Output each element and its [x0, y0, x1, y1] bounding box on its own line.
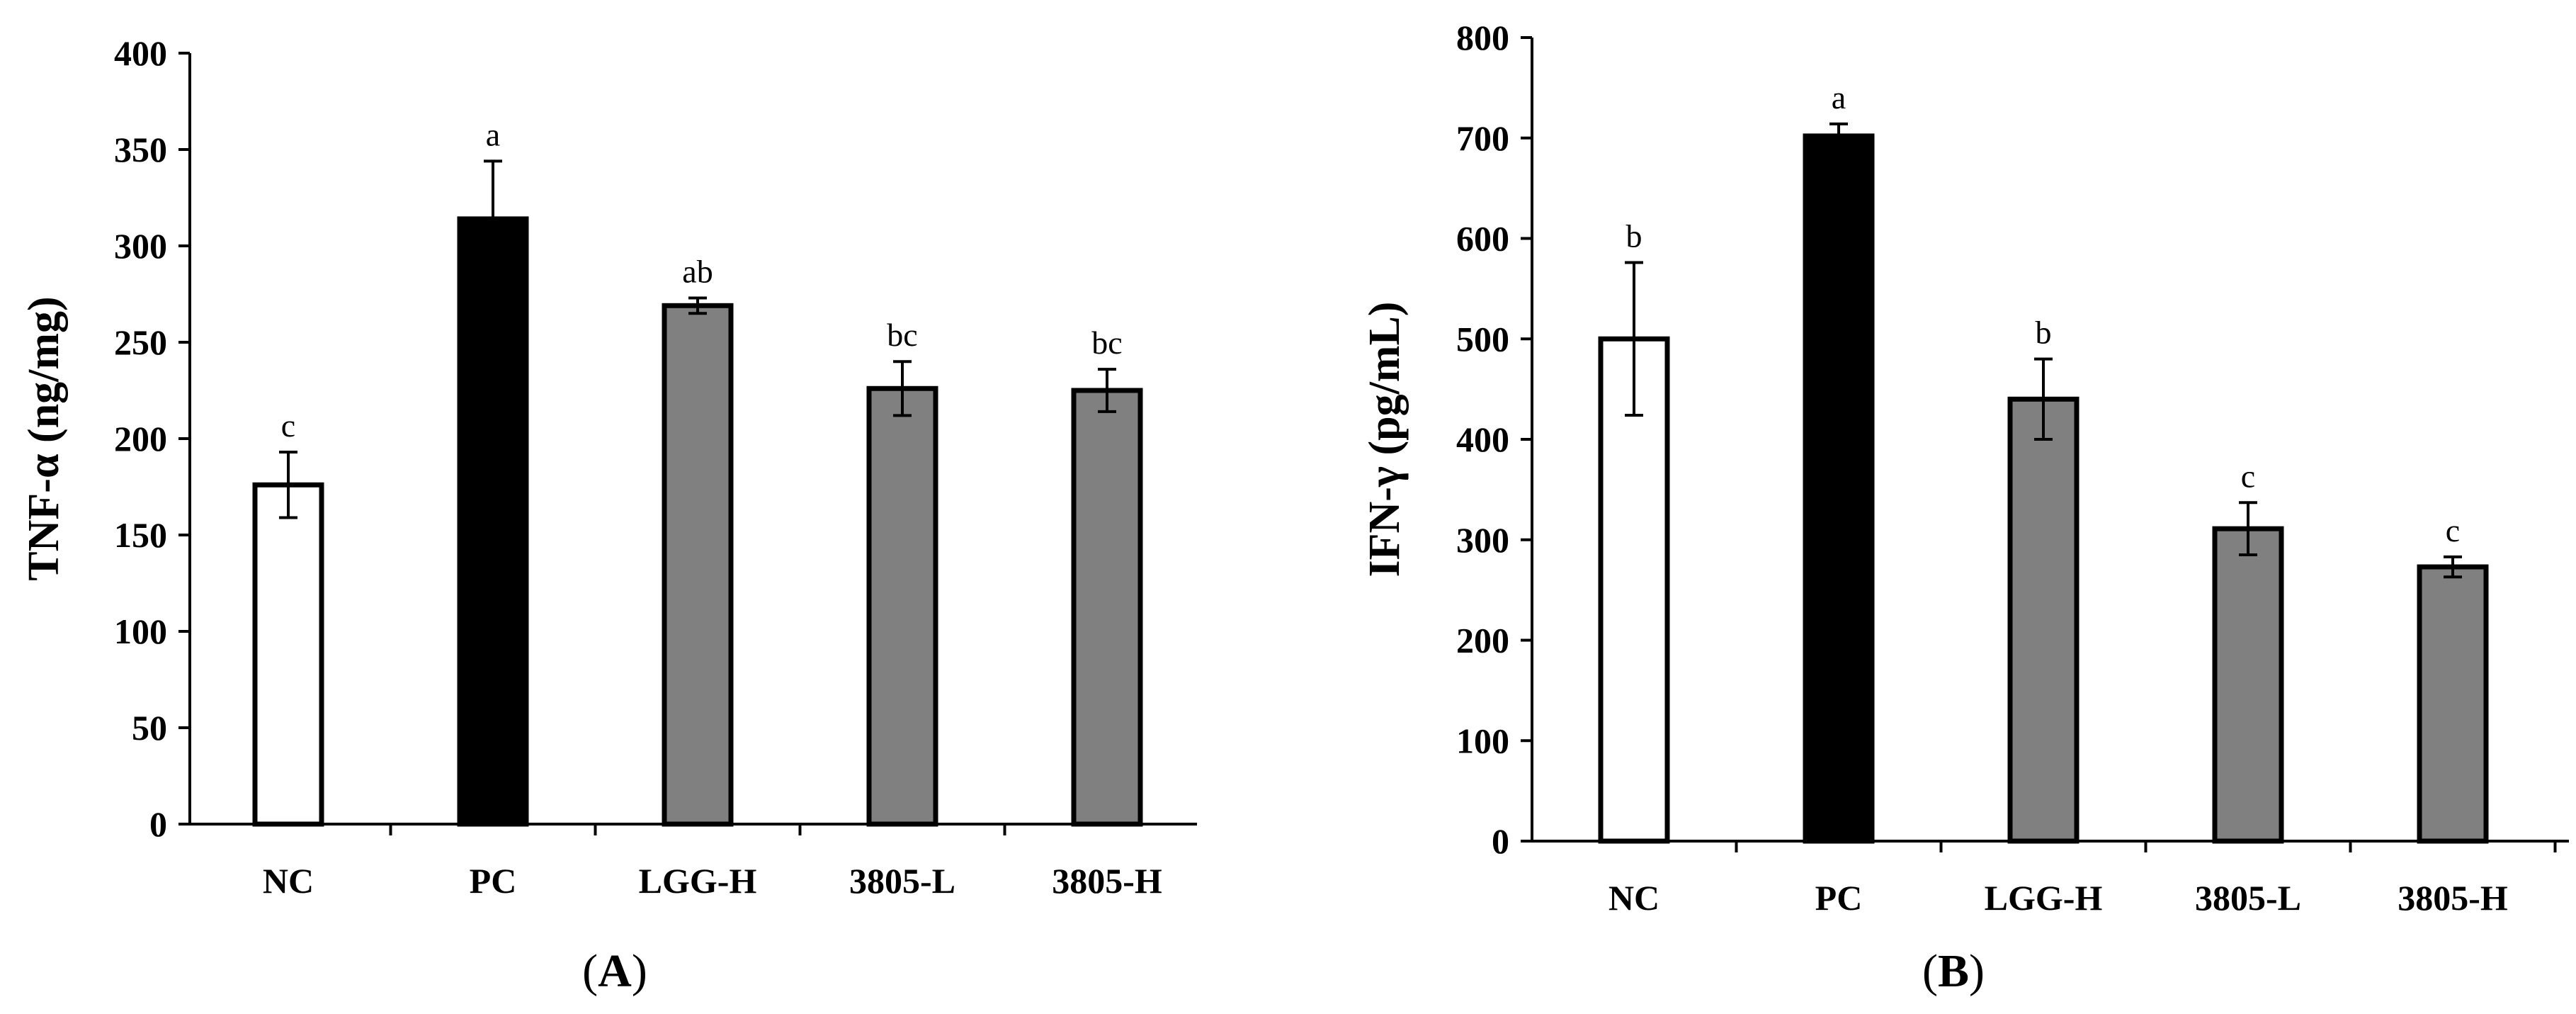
x-category-label: 3805-L — [849, 861, 955, 901]
y-tick-label: 600 — [1456, 219, 1509, 259]
x-category-label: 3805-L — [2195, 878, 2301, 918]
y-tick-label: 200 — [114, 419, 167, 458]
x-category-label: PC — [470, 861, 517, 901]
bar-3805-h — [1071, 388, 1143, 827]
significance-label-nc: b — [1626, 218, 1642, 254]
bar-3805-l — [866, 385, 938, 827]
bar-pc — [1803, 133, 1875, 844]
panel-label: (A) — [582, 945, 647, 997]
significance-label-3805-l: bc — [887, 317, 917, 353]
y-tick-label: 700 — [1456, 118, 1509, 158]
y-tick-label: 300 — [114, 226, 167, 266]
bar-pc — [457, 216, 529, 827]
y-tick-label: 100 — [114, 612, 167, 651]
y-tick-label: 400 — [114, 33, 167, 73]
significance-label-pc: a — [1832, 79, 1846, 116]
y-axis-title: TNF-α (ng/mg) — [20, 296, 68, 580]
bar-nc — [1598, 336, 1670, 844]
x-category-label: LGG-H — [639, 861, 757, 901]
x-category-label: LGG-H — [1985, 878, 2103, 918]
x-category-label: NC — [1608, 878, 1659, 918]
x-category-label: PC — [1815, 878, 1863, 918]
y-tick-label: 300 — [1456, 520, 1509, 560]
significance-label-lgg-h: b — [2036, 315, 2052, 351]
chart-panel-a: 0 50 100 150 200 250 300 350 400 c NC a PC ab LGG-H bc 3… — [20, 33, 1197, 997]
y-tick-label: 250 — [114, 322, 167, 362]
x-category-label: 3805-H — [2398, 878, 2508, 918]
y-tick-label: 350 — [114, 130, 167, 169]
significance-label-lgg-h: ab — [682, 253, 713, 289]
chart-panel-b: 0 100 200 300 400 500 600 700 800 b NC a PC b LGG-H c 38… — [1361, 18, 2569, 997]
bar-lgg-h — [2007, 396, 2079, 844]
y-tick-label: 0 — [149, 804, 167, 844]
y-tick-label: 50 — [132, 708, 167, 748]
panel-label: (B) — [1922, 945, 1985, 997]
bar-nc — [252, 482, 324, 827]
y-tick-label: 100 — [1456, 721, 1509, 760]
bar-lgg-h — [662, 303, 734, 827]
y-tick-label: 500 — [1456, 319, 1509, 359]
significance-label-3805-h: bc — [1091, 325, 1122, 361]
bar-3805-l — [2212, 526, 2284, 844]
y-tick-label: 400 — [1456, 419, 1509, 459]
significance-label-nc: c — [281, 407, 295, 444]
x-category-label: NC — [263, 861, 314, 901]
significance-label-3805-l: c — [2241, 458, 2255, 494]
y-tick-label: 800 — [1456, 18, 1509, 57]
bar-3805-h — [2417, 564, 2489, 844]
significance-label-3805-h: c — [2446, 512, 2460, 548]
y-tick-label: 0 — [1492, 821, 1509, 861]
y-tick-label: 200 — [1456, 621, 1509, 660]
significance-label-pc: a — [486, 116, 500, 152]
x-category-label: 3805-H — [1052, 861, 1162, 901]
y-tick-label: 150 — [114, 515, 167, 555]
y-axis-title: IFN-γ (pg/mL) — [1361, 302, 1409, 578]
